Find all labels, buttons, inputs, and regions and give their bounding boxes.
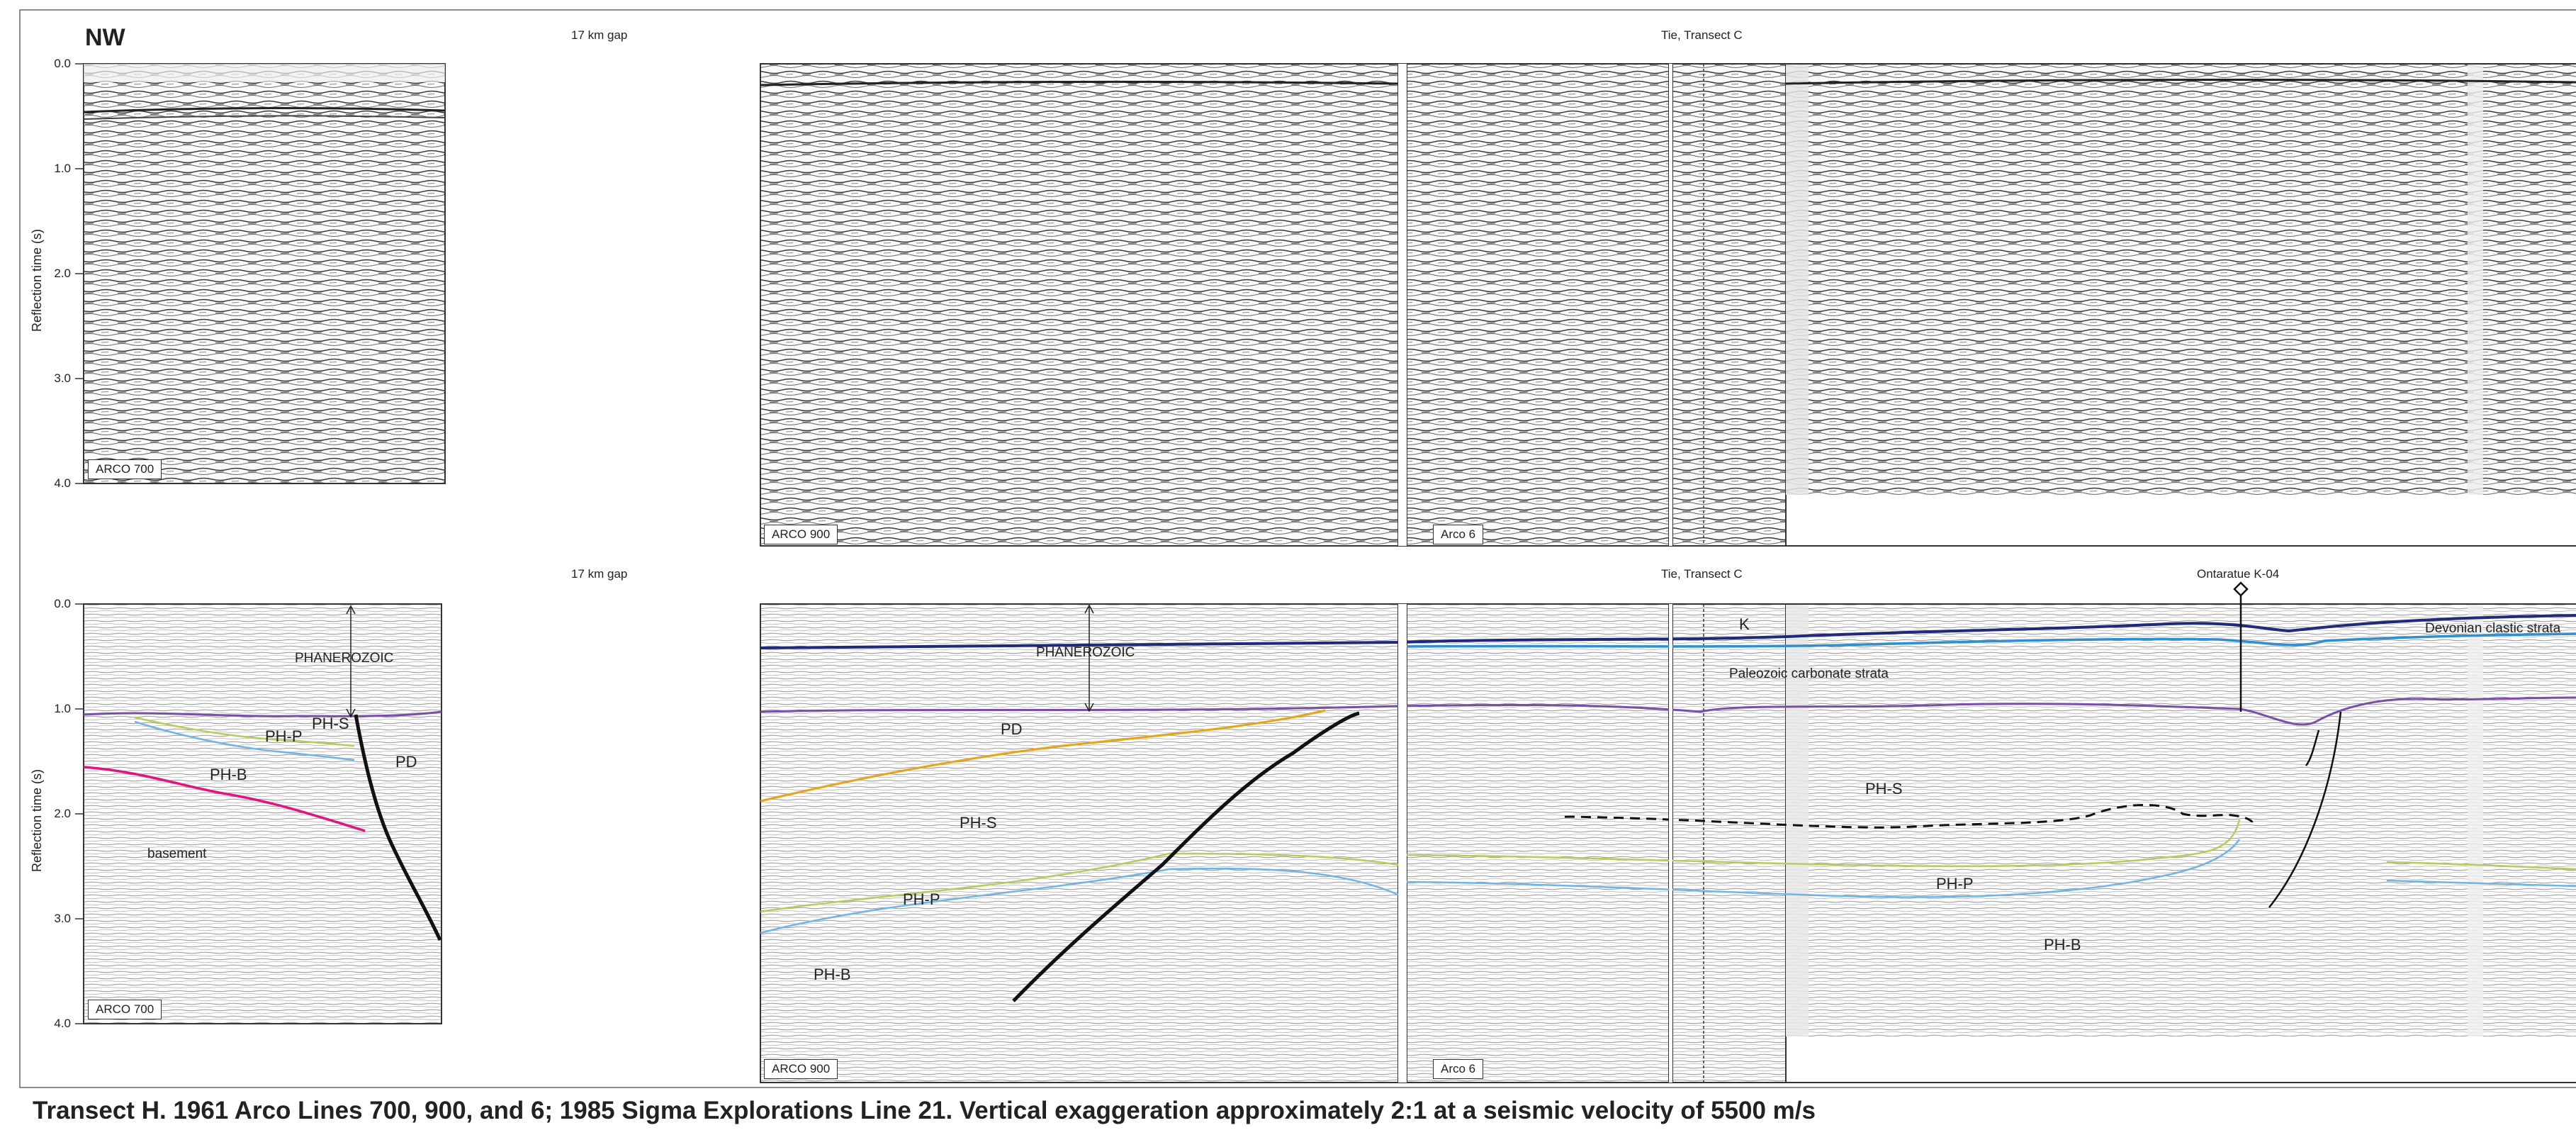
bottom-sigma21-section xyxy=(760,603,2576,1083)
top-arco6-section xyxy=(1406,63,1787,547)
y-axis-label-top: Reflection time (s) xyxy=(30,228,44,332)
line-label-arco6-bottom: Arco 6 xyxy=(1433,1059,1484,1079)
y-tick-top-3: 3.0 xyxy=(54,371,71,385)
label-ph-s-main: PH-S xyxy=(960,814,997,832)
label-ph-p-east: PH-P xyxy=(1936,875,1974,893)
line-label-arco6-top: Arco 6 xyxy=(1433,525,1484,544)
top-arco700-section xyxy=(83,63,446,484)
left-fault xyxy=(354,714,442,941)
line-label-arco700-bottom: ARCO 700 xyxy=(88,1000,162,1019)
y-tick-bottom-4: 4.0 xyxy=(54,1017,71,1030)
label-basement: basement xyxy=(147,846,207,861)
well-label: Ontaratue K-04 xyxy=(2197,567,2280,581)
line-label-arco900-bottom: ARCO 900 xyxy=(764,1059,838,1079)
label-pd-main: PD xyxy=(1001,720,1023,738)
top-proterozoic-horizon xyxy=(760,696,2576,726)
top-y-axis xyxy=(75,63,84,484)
small-fault-2 xyxy=(2305,729,2320,766)
pd-top-horizon xyxy=(760,709,1326,803)
left-ph-p-horizon xyxy=(134,716,355,747)
left-basement-horizon xyxy=(83,766,366,832)
ph-p-horizon-west xyxy=(760,852,1399,913)
label-devonian-clastic: Devonian clastic strata xyxy=(2425,621,2561,636)
bottom-y-axis xyxy=(75,603,84,1024)
y-tick-top-2: 2.0 xyxy=(54,267,71,280)
top-sigma21-section xyxy=(760,63,2576,547)
section-dividers xyxy=(1398,64,1672,1083)
label-phanerozoic-main: PHANEROZOIC xyxy=(1036,645,1135,660)
left-top-proterozoic-horizon xyxy=(83,710,442,717)
y-tick-bottom-0: 0.0 xyxy=(54,597,71,610)
bottom-arco900-section xyxy=(760,603,1399,1083)
bottom-arco6-section xyxy=(1406,603,1787,1083)
tie-label-bottom: Tie, Transect C xyxy=(1661,567,1743,581)
y-tick-bottom-3: 3.0 xyxy=(54,912,71,925)
top-k-horizon xyxy=(760,614,2576,649)
line-label-arco900-top: ARCO 900 xyxy=(764,525,838,544)
well-symbol xyxy=(2233,581,2249,597)
label-phanerozoic-left: PHANEROZOIC xyxy=(295,651,394,666)
label-ph-p-main: PH-P xyxy=(903,890,940,908)
main-fault xyxy=(1012,711,1360,1002)
label-k: K xyxy=(1739,615,1750,633)
y-axis-label-bottom: Reflection time (s) xyxy=(30,768,44,872)
label-paleozoic-carbonate: Paleozoic carbonate strata xyxy=(1729,666,1889,681)
figure-caption: Transect H. 1961 Arco Lines 700, 900, an… xyxy=(33,1097,1816,1124)
label-ph-b-main: PH-B xyxy=(814,966,851,983)
bottom-arco700-section xyxy=(83,603,442,1024)
label-ph-s-left: PH-S xyxy=(312,715,349,732)
ph-b-horizon-east xyxy=(1406,839,2241,898)
dashed-horizon xyxy=(1564,804,2254,829)
devonian-horizon xyxy=(1397,632,2576,648)
label-ph-p-left: PH-P xyxy=(265,727,303,745)
left-ph-b-horizon xyxy=(134,720,355,761)
label-ph-s-east: PH-S xyxy=(1865,780,1903,798)
label-ph-b-east: PH-B xyxy=(2044,936,2081,954)
gap-label-top: 17 km gap xyxy=(571,28,628,42)
gap-label-bottom: 17 km gap xyxy=(571,567,628,581)
y-tick-top-1: 1.0 xyxy=(54,162,71,175)
label-pd-left: PD xyxy=(395,753,417,771)
y-tick-top-0: 0.0 xyxy=(54,57,71,70)
small-fault-1 xyxy=(2268,711,2342,908)
top-arco900-section xyxy=(760,63,1399,547)
figure-frame xyxy=(19,9,2576,1088)
tie-label-top: Tie, Transect C xyxy=(1661,28,1743,42)
y-tick-top-4: 4.0 xyxy=(54,476,71,490)
main-interpretation xyxy=(760,581,2576,1002)
y-tick-bottom-1: 1.0 xyxy=(54,702,71,715)
label-ph-b-left: PH-B xyxy=(210,766,247,783)
line-label-arco700-top: ARCO 700 xyxy=(88,459,162,479)
y-tick-bottom-2: 2.0 xyxy=(54,807,71,820)
left-interpretation xyxy=(83,605,442,941)
direction-label: NW xyxy=(85,24,125,51)
ph-b-horizon-west xyxy=(760,867,1399,934)
ph-p-horizon-east xyxy=(1406,819,2241,868)
